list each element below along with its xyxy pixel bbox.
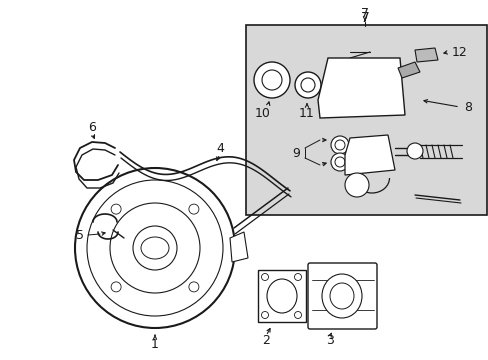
Ellipse shape [266, 279, 296, 313]
Text: 7: 7 [360, 11, 368, 25]
Text: 4: 4 [216, 141, 224, 154]
Circle shape [110, 203, 200, 293]
Circle shape [406, 143, 422, 159]
Circle shape [334, 157, 345, 167]
Polygon shape [345, 135, 394, 175]
Circle shape [111, 204, 121, 214]
Bar [258, 270, 305, 322]
Circle shape [294, 274, 301, 280]
Circle shape [253, 62, 289, 98]
Text: 11: 11 [299, 107, 314, 120]
Text: 12: 12 [451, 45, 467, 59]
Ellipse shape [141, 237, 169, 259]
Text: 10: 10 [255, 107, 270, 120]
Text: 8: 8 [463, 100, 471, 113]
Circle shape [261, 311, 268, 319]
Polygon shape [414, 48, 437, 62]
Circle shape [330, 153, 348, 171]
Polygon shape [229, 232, 247, 262]
Circle shape [294, 311, 301, 319]
Bar [245, 25, 486, 215]
Circle shape [188, 282, 199, 292]
Text: 1: 1 [151, 338, 159, 351]
Polygon shape [317, 58, 404, 118]
Circle shape [345, 173, 368, 197]
Circle shape [75, 168, 235, 328]
Circle shape [261, 274, 268, 280]
Circle shape [111, 282, 121, 292]
Text: 9: 9 [291, 147, 299, 159]
Circle shape [262, 70, 282, 90]
Text: 7: 7 [360, 6, 368, 19]
Text: 5: 5 [76, 229, 84, 242]
Ellipse shape [321, 274, 361, 318]
Circle shape [294, 72, 320, 98]
Polygon shape [397, 62, 419, 78]
Circle shape [188, 204, 199, 214]
Text: 6: 6 [88, 121, 96, 134]
FancyBboxPatch shape [307, 263, 376, 329]
Circle shape [87, 180, 223, 316]
Text: 3: 3 [325, 334, 333, 347]
Text: 2: 2 [262, 334, 269, 347]
Circle shape [301, 78, 314, 92]
Ellipse shape [329, 283, 353, 309]
Circle shape [334, 140, 345, 150]
Circle shape [330, 136, 348, 154]
Circle shape [133, 226, 177, 270]
